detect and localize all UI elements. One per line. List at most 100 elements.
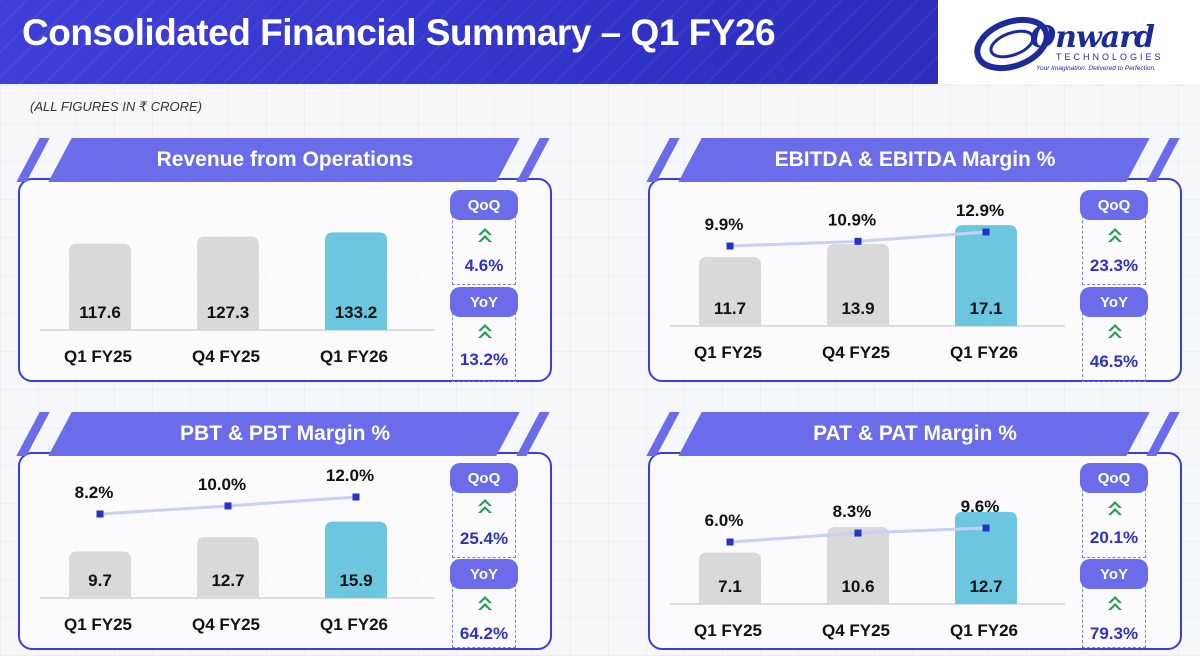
up-arrow-icon: [478, 499, 492, 513]
qoq-box-ebitda: [1082, 205, 1146, 285]
header-texture: [0, 0, 938, 84]
bar-ebitda-1: [827, 243, 889, 326]
yoy-badge-ebitda: YoY: [1080, 287, 1148, 317]
margin-label: 12.0%: [326, 466, 374, 485]
bar-value-label: 13.9: [841, 299, 874, 318]
yoy-box-revenue: [452, 302, 516, 382]
up-arrow-icon: [1108, 596, 1122, 610]
bar-value-label: 127.3: [207, 303, 250, 322]
bar-value-label: 11.7: [714, 299, 746, 318]
bar-ebitda-2: [955, 225, 1017, 326]
up-arrow-icon: [1108, 324, 1122, 338]
qoq-badge-pbt: QoQ: [450, 463, 518, 493]
pbt-chart: 9.7 Q1 FY25 12.7 Q4 FY25 15.9 Q1 FY26 8.2% 10.0…: [40, 466, 435, 634]
header-bar: Consolidated Financial Summary – Q1 FY26: [0, 0, 938, 84]
margin-marker: [854, 529, 862, 537]
margin-marker: [224, 502, 232, 510]
bar-pbt-0: [69, 551, 131, 598]
category-label: Q1 FY25: [694, 621, 762, 640]
bar-pat-1: [827, 527, 889, 604]
margin-label: 10.9%: [828, 210, 876, 229]
qoq-box-pbt: [452, 478, 516, 558]
logo-swoosh-icon: [974, 16, 1050, 72]
bar-pat-2: [955, 511, 1017, 604]
banner-revenue: Revenue from Operations: [16, 138, 550, 182]
chart-title-pat: PAT & PAT Margin %: [813, 422, 1017, 445]
margin-marker: [726, 538, 734, 546]
qoq-badge-pat: QoQ: [1080, 463, 1148, 493]
margin-label: 12.9%: [956, 201, 1004, 220]
bar-pbt-1: [197, 537, 259, 598]
yoy-badge-pbt: YoY: [450, 559, 518, 589]
bar-value-label: 15.9: [339, 571, 372, 590]
yoy-box-pbt: [452, 574, 516, 648]
up-arrow-icon: [478, 324, 492, 338]
banner-pbt: PBT & PBT Margin %: [16, 412, 550, 456]
yoy-value-ebitda: 46.5%: [1089, 352, 1139, 371]
logo-word: Onward: [1030, 20, 1155, 55]
qoq-box-revenue: [452, 205, 516, 285]
margin-marker: [352, 493, 360, 501]
bar-value-label: 9.7: [88, 571, 112, 590]
yoy-value-pbt: 64.2%: [459, 624, 509, 643]
qoq-badge-revenue: QoQ: [450, 190, 518, 220]
up-arrow-icon: [1108, 228, 1122, 242]
bar-value-label: 7.1: [718, 577, 742, 596]
yoy-box-ebitda: [1082, 302, 1146, 382]
yoy-value-pat: 79.3%: [1089, 624, 1139, 643]
bar-value-label: 133.2: [335, 303, 378, 322]
bar-revenue-1: [197, 236, 259, 330]
pat-chart: 7.1 Q1 FY25 10.6 Q4 FY25 12.7 Q1 FY26 6.0% 8.3%…: [670, 497, 1065, 640]
banner-pat: PAT & PAT Margin %: [646, 412, 1180, 456]
category-label: Q4 FY25: [822, 621, 890, 640]
category-label: Q4 FY25: [192, 347, 260, 366]
bar-value-label: 117.6: [79, 303, 121, 322]
category-label: Q1 FY25: [64, 347, 132, 366]
bar-ebitda-0: [699, 256, 761, 326]
qoq-value-revenue: 4.6%: [464, 256, 504, 275]
qoq-badge-ebitda: QoQ: [1080, 190, 1148, 220]
qoq-box-pat: [1082, 478, 1146, 558]
bar-value-label: 17.1: [969, 299, 1002, 318]
up-arrow-icon: [478, 596, 492, 610]
up-arrow-icon: [478, 228, 492, 242]
margin-label: 8.3%: [833, 502, 872, 521]
bar-value-label: 12.7: [969, 577, 1002, 596]
chart-title-pbt: PBT & PBT Margin %: [179, 422, 390, 445]
category-label: Q1 FY26: [950, 621, 1018, 640]
margin-label: 8.2%: [75, 483, 114, 502]
yoy-value-revenue: 13.2%: [459, 350, 509, 369]
logo-tagline: Your Imagination. Delivered to Perfectio…: [1036, 65, 1156, 72]
page-title: Consolidated Financial Summary – Q1 FY26: [22, 12, 776, 53]
margin-marker: [982, 524, 990, 532]
margin-marker: [96, 510, 104, 518]
margin-marker: [726, 242, 734, 250]
chart-title-revenue: Revenue from Operations: [156, 148, 414, 171]
margin-label: 9.6%: [961, 497, 1000, 516]
revenue-chart: 117.6 Q1 FY25 127.3 Q4 FY25 133.2 Q1 FY26: [40, 232, 435, 366]
margin-label: 6.0%: [705, 511, 744, 530]
units-note: (ALL FIGURES IN ₹ CRORE): [30, 99, 203, 114]
yoy-badge-revenue: YoY: [450, 287, 518, 317]
banner-ebitda: EBITDA & EBITDA Margin %: [646, 138, 1180, 182]
up-arrow-icon: [1108, 501, 1122, 515]
yoy-box-pat: [1082, 574, 1146, 648]
bar-value-label: 12.7: [211, 571, 244, 590]
bar-pat-0: [699, 552, 761, 604]
category-label: Q1 FY26: [320, 347, 388, 366]
category-label: Q1 FY25: [64, 615, 132, 634]
category-label: Q1 FY26: [320, 615, 388, 634]
category-label: Q1 FY25: [694, 343, 762, 362]
bar-revenue-2: [325, 232, 387, 330]
category-label: Q4 FY25: [822, 343, 890, 362]
qoq-value-ebitda: 23.3%: [1089, 256, 1139, 275]
margin-label: 10.0%: [198, 475, 246, 494]
qoq-value-pat: 20.1%: [1089, 528, 1139, 547]
bar-value-label: 10.6: [841, 577, 874, 596]
margin-marker: [982, 228, 990, 236]
yoy-badge-pat: YoY: [1080, 559, 1148, 589]
ebitda-chart: 11.7 Q1 FY25 13.9 Q4 FY25 17.1 Q1 FY26 9.9% 10.…: [670, 201, 1065, 362]
margin-label: 9.9%: [705, 215, 744, 234]
category-label: Q4 FY25: [192, 615, 260, 634]
category-label: Q1 FY26: [950, 343, 1018, 362]
